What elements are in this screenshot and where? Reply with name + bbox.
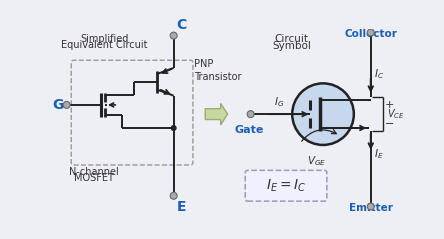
Text: Emitter: Emitter — [349, 203, 392, 213]
Text: $V_{GE}$: $V_{GE}$ — [307, 154, 326, 168]
Text: $I_C$: $I_C$ — [374, 67, 384, 81]
Text: Collector: Collector — [345, 29, 397, 39]
Text: Symbol: Symbol — [272, 41, 311, 51]
FancyBboxPatch shape — [245, 170, 327, 201]
Text: N-channel: N-channel — [69, 167, 119, 177]
Text: −: − — [385, 119, 394, 129]
Circle shape — [170, 192, 177, 199]
Text: $I_E = I_C$: $I_E = I_C$ — [266, 178, 306, 194]
Circle shape — [171, 126, 176, 130]
Circle shape — [247, 111, 254, 118]
Circle shape — [170, 32, 177, 39]
Text: E: E — [177, 200, 186, 214]
Text: Circuit: Circuit — [274, 34, 309, 44]
Text: +: + — [385, 99, 394, 109]
Circle shape — [292, 83, 354, 145]
Circle shape — [367, 203, 374, 210]
Circle shape — [63, 101, 70, 108]
FancyArrowPatch shape — [301, 130, 336, 141]
Text: Equivalent Circuit: Equivalent Circuit — [61, 40, 147, 50]
Text: $I_G$: $I_G$ — [274, 95, 284, 109]
Text: MOSFET: MOSFET — [74, 173, 114, 183]
Text: $I_E$: $I_E$ — [374, 147, 384, 161]
Polygon shape — [205, 103, 227, 125]
Text: Gate: Gate — [234, 125, 264, 135]
Text: $V_{CE}$: $V_{CE}$ — [387, 107, 404, 121]
Text: G: G — [52, 98, 63, 112]
Text: PNP
Transistor: PNP Transistor — [194, 59, 241, 82]
Text: C: C — [177, 18, 187, 32]
Circle shape — [367, 29, 374, 36]
Text: Simplified: Simplified — [80, 34, 128, 44]
